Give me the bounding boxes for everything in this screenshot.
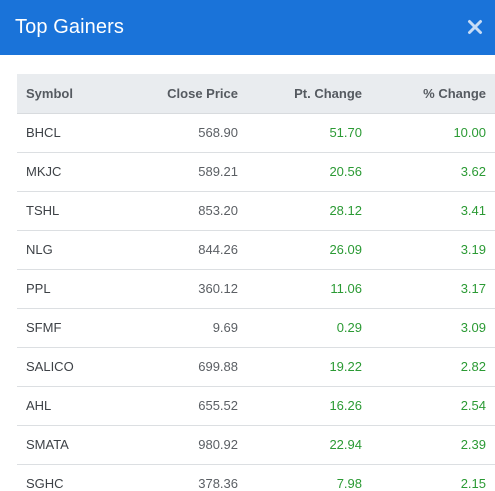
pct-change-cell: 2.15 — [460, 476, 486, 491]
table-row[interactable]: BHCL 568.90 51.70 10.00 — [17, 113, 495, 152]
pt-change-cell: 0.29 — [336, 320, 362, 335]
close-price-cell: 9.69 — [212, 320, 238, 335]
table-header-row: Symbol Close Price Pt. Change % Change — [17, 74, 495, 114]
pct-change-cell: 3.19 — [460, 242, 486, 257]
modal-title: Top Gainers — [15, 16, 124, 38]
pt-change-cell: 51.70 — [329, 125, 362, 140]
column-header-close-price[interactable]: Close Price — [126, 74, 238, 114]
close-price-cell: 589.21 — [198, 164, 238, 179]
symbol-cell: AHL — [26, 398, 52, 413]
pt-change-cell: 26.09 — [329, 242, 362, 257]
gainers-table-container: Symbol Close Price Pt. Change % Change B… — [17, 74, 495, 491]
pct-change-cell: 2.54 — [460, 398, 486, 413]
pt-change-cell: 28.12 — [329, 203, 362, 218]
table-row[interactable]: SGHC 378.36 7.98 2.15 — [17, 464, 495, 491]
symbol-cell: NLG — [26, 242, 53, 257]
pct-change-cell: 2.82 — [460, 359, 486, 374]
pct-change-cell: 3.41 — [460, 203, 486, 218]
pt-change-cell: 22.94 — [329, 437, 362, 452]
pt-change-cell: 20.56 — [329, 164, 362, 179]
symbol-cell: MKJC — [26, 164, 62, 179]
pct-change-cell: 3.17 — [460, 281, 486, 296]
close-price-cell: 568.90 — [198, 125, 238, 140]
table-row[interactable]: SALICO 699.88 19.22 2.82 — [17, 347, 495, 386]
close-price-cell: 844.26 — [198, 242, 238, 257]
table-row[interactable]: SMATA 980.92 22.94 2.39 — [17, 425, 495, 464]
close-price-cell: 378.36 — [198, 476, 238, 491]
modal-header: Top Gainers — [0, 0, 495, 55]
close-price-cell: 980.92 — [198, 437, 238, 452]
symbol-cell: SGHC — [26, 476, 64, 491]
close-button[interactable] — [467, 18, 483, 36]
column-header-pct-change[interactable]: % Change — [362, 74, 495, 114]
pct-change-cell: 3.62 — [460, 164, 486, 179]
symbol-cell: TSHL — [26, 203, 60, 218]
table-row[interactable]: NLG 844.26 26.09 3.19 — [17, 230, 495, 269]
pt-change-cell: 16.26 — [329, 398, 362, 413]
table-row[interactable]: PPL 360.12 11.06 3.17 — [17, 269, 495, 308]
pct-change-cell: 3.09 — [460, 320, 486, 335]
pt-change-cell: 7.98 — [336, 476, 362, 491]
table-row[interactable]: TSHL 853.20 28.12 3.41 — [17, 191, 495, 230]
symbol-cell: BHCL — [26, 125, 61, 140]
pct-change-cell: 10.00 — [453, 125, 486, 140]
pct-change-cell: 2.39 — [460, 437, 486, 452]
table-row[interactable]: AHL 655.52 16.26 2.54 — [17, 386, 495, 425]
close-price-cell: 853.20 — [198, 203, 238, 218]
close-price-cell: 655.52 — [198, 398, 238, 413]
column-header-pt-change[interactable]: Pt. Change — [238, 74, 362, 114]
pt-change-cell: 19.22 — [329, 359, 362, 374]
table-row[interactable]: SFMF 9.69 0.29 3.09 — [17, 308, 495, 347]
close-price-cell: 699.88 — [198, 359, 238, 374]
close-icon — [468, 20, 482, 34]
gainers-table: Symbol Close Price Pt. Change % Change B… — [17, 74, 495, 491]
pt-change-cell: 11.06 — [330, 281, 362, 296]
column-header-symbol[interactable]: Symbol — [17, 74, 126, 114]
symbol-cell: SALICO — [26, 359, 74, 374]
table-row[interactable]: MKJC 589.21 20.56 3.62 — [17, 152, 495, 191]
symbol-cell: SFMF — [26, 320, 62, 335]
symbol-cell: PPL — [26, 281, 51, 296]
symbol-cell: SMATA — [26, 437, 69, 452]
close-price-cell: 360.12 — [198, 281, 238, 296]
